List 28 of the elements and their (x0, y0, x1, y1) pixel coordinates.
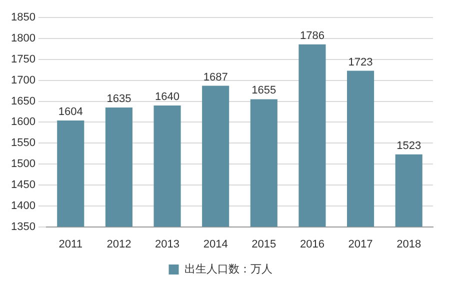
x-tick-label: 2012 (106, 238, 132, 250)
x-tick-label: 2015 (252, 238, 276, 250)
data-label: 1523 (396, 140, 422, 152)
y-tick-label: 1600 (10, 116, 36, 128)
y-tick-label: 1350 (10, 220, 36, 233)
y-tick-label: 1850 (10, 12, 36, 24)
data-label: 1640 (155, 90, 180, 103)
y-tick-label: 1800 (10, 32, 36, 45)
data-label: 1635 (106, 93, 132, 106)
x-tick-label: 2011 (58, 238, 82, 250)
legend-label: 出生人口数：万人 (184, 262, 272, 276)
data-label: 1655 (252, 84, 276, 97)
data-label: 1786 (300, 30, 324, 42)
x-tick-label: 2016 (300, 238, 324, 250)
x-tick-label: 2013 (155, 238, 180, 250)
y-tick-label: 1650 (10, 95, 36, 108)
y-tick-label: 1550 (10, 137, 36, 150)
y-tick-label: 1500 (10, 158, 36, 170)
data-label: 1604 (58, 106, 83, 118)
data-label: 1687 (203, 71, 228, 84)
y-tick-label: 1450 (10, 178, 36, 191)
y-tick-label: 1400 (10, 200, 36, 212)
y-tick-label: 1700 (10, 74, 36, 86)
data-label: 1723 (348, 56, 373, 68)
y-tick-label: 1750 (10, 53, 36, 66)
x-tick-label: 2018 (396, 238, 422, 250)
x-tick-label: 2017 (348, 238, 373, 250)
x-tick-label: 2014 (203, 238, 228, 250)
